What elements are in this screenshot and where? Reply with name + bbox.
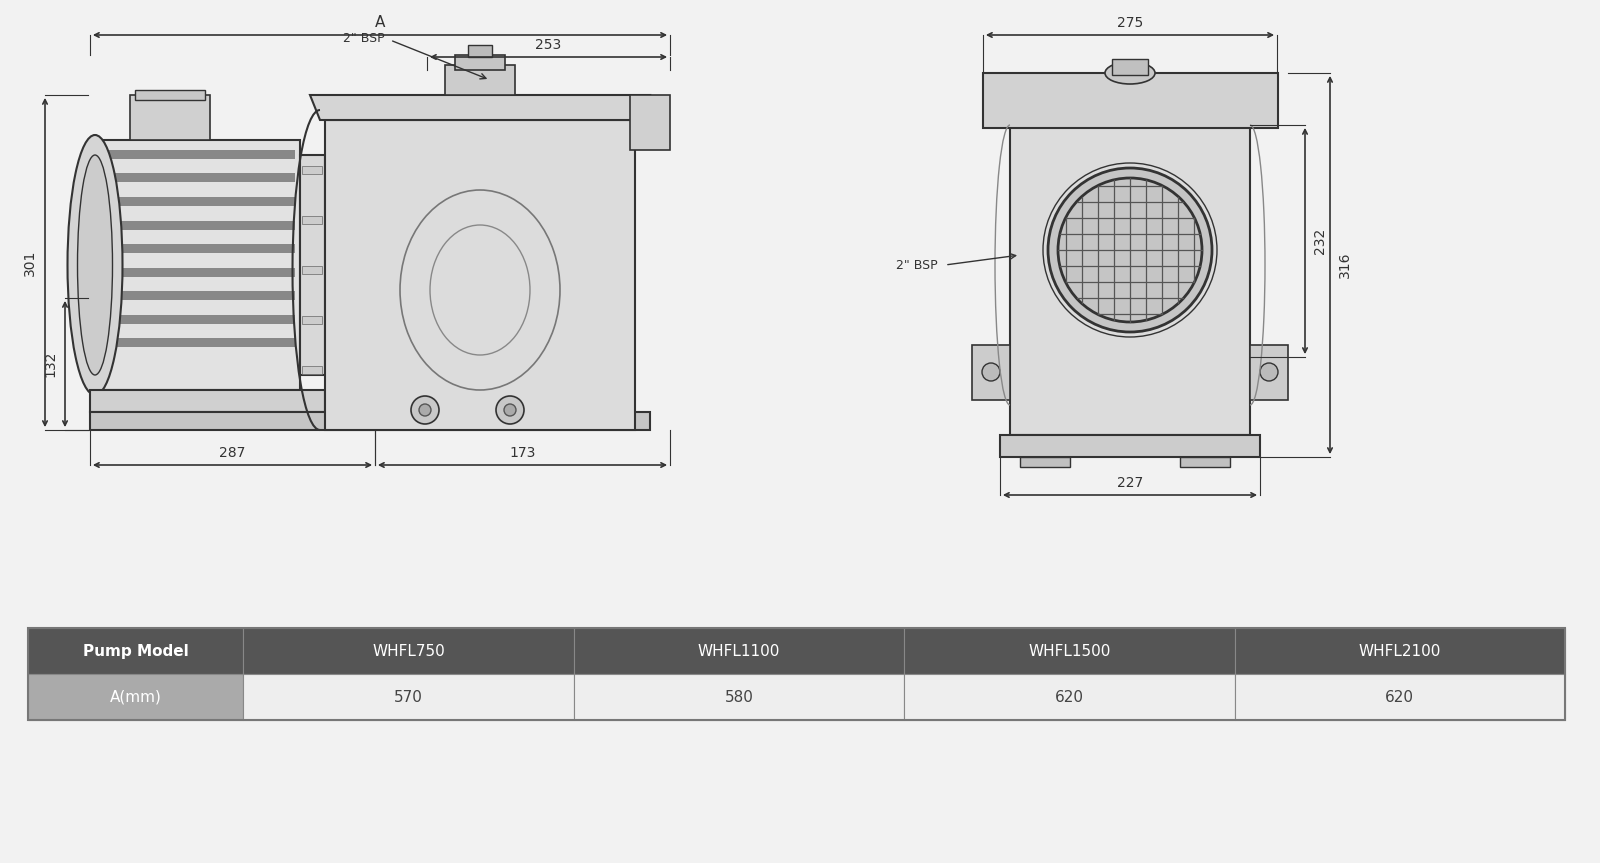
Text: 620: 620 <box>1054 690 1083 704</box>
Text: 232: 232 <box>1314 228 1326 254</box>
Bar <box>106 268 294 276</box>
Bar <box>106 197 294 206</box>
Text: WHFL1100: WHFL1100 <box>698 644 781 658</box>
Bar <box>574 674 904 720</box>
Circle shape <box>1261 363 1278 381</box>
Bar <box>130 95 210 140</box>
Bar <box>302 366 322 374</box>
Bar <box>302 316 322 324</box>
Bar <box>1235 628 1565 674</box>
Text: 173: 173 <box>509 446 536 460</box>
Bar <box>467 45 493 57</box>
Bar <box>904 674 1235 720</box>
Bar <box>454 55 506 70</box>
Bar <box>973 345 1010 400</box>
Bar <box>106 150 294 159</box>
Bar <box>1112 59 1149 75</box>
Text: 570: 570 <box>394 690 422 704</box>
Bar <box>243 674 574 720</box>
Bar <box>90 412 650 430</box>
Bar <box>29 628 243 674</box>
Bar <box>1021 457 1070 467</box>
Circle shape <box>496 396 525 424</box>
Bar <box>106 221 294 230</box>
Bar <box>1250 345 1288 400</box>
Text: WHFL1500: WHFL1500 <box>1029 644 1110 658</box>
Bar <box>302 166 322 174</box>
Bar <box>325 120 635 430</box>
Circle shape <box>411 396 438 424</box>
Circle shape <box>504 404 515 416</box>
Text: 301: 301 <box>22 249 37 275</box>
Text: 227: 227 <box>1117 476 1142 490</box>
Text: 580: 580 <box>725 690 754 704</box>
Bar <box>99 140 301 390</box>
Bar <box>302 216 322 224</box>
Bar <box>134 90 205 100</box>
Ellipse shape <box>1106 62 1155 84</box>
Circle shape <box>982 363 1000 381</box>
Bar <box>106 291 294 300</box>
Bar <box>106 244 294 253</box>
Bar <box>29 674 243 720</box>
Text: WHFL750: WHFL750 <box>373 644 445 658</box>
Text: 620: 620 <box>1386 690 1414 704</box>
Bar <box>445 65 515 95</box>
Circle shape <box>1048 168 1213 332</box>
Bar <box>1010 125 1250 435</box>
Text: Pump Model: Pump Model <box>83 644 189 658</box>
Bar <box>982 73 1278 128</box>
Bar <box>29 628 1565 720</box>
Polygon shape <box>310 95 650 120</box>
Bar <box>301 155 325 375</box>
Bar <box>1181 457 1230 467</box>
Text: 275: 275 <box>1117 16 1142 30</box>
Bar <box>106 338 294 347</box>
Text: A: A <box>374 15 386 30</box>
Text: WHFL2100: WHFL2100 <box>1358 644 1442 658</box>
Text: 2" BSP: 2" BSP <box>344 32 386 45</box>
Bar <box>904 628 1235 674</box>
Bar <box>106 314 294 324</box>
Bar <box>574 628 904 674</box>
Circle shape <box>419 404 430 416</box>
Text: 316: 316 <box>1338 252 1352 278</box>
Bar <box>302 266 322 274</box>
Text: 132: 132 <box>43 351 58 377</box>
Text: A(mm): A(mm) <box>110 690 162 704</box>
Text: 287: 287 <box>219 446 246 460</box>
Bar <box>243 628 574 674</box>
Ellipse shape <box>67 135 123 395</box>
Text: 253: 253 <box>536 38 562 52</box>
Bar <box>106 173 294 182</box>
Text: 2" BSP: 2" BSP <box>896 259 938 272</box>
Bar <box>1000 435 1261 457</box>
Bar <box>90 390 325 412</box>
Ellipse shape <box>77 155 112 375</box>
Bar <box>1235 674 1565 720</box>
Bar <box>630 95 670 150</box>
